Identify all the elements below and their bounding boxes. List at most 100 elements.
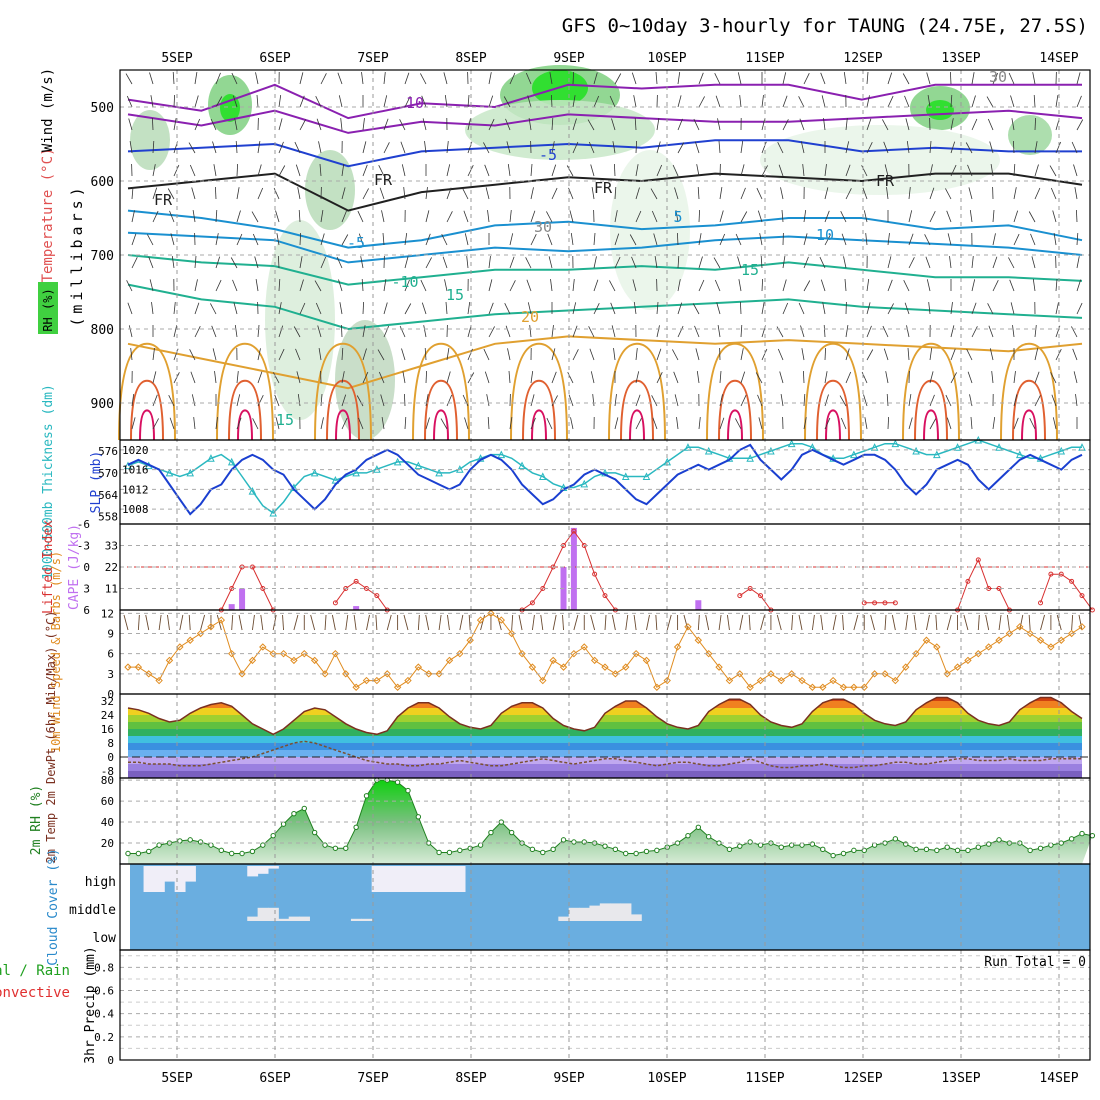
wind-barb <box>546 417 553 430</box>
y-axis-title: 10m Wind Speed & Barbs (m/s) <box>49 551 63 753</box>
wind-barb <box>887 256 892 269</box>
wind-speed-point <box>684 623 692 631</box>
wind-barb <box>444 279 448 292</box>
wind-barb <box>656 372 663 384</box>
rh-point <box>944 844 950 850</box>
lifted-index-point <box>571 528 577 534</box>
wind-speed-point <box>756 676 765 685</box>
wind-barb <box>971 326 978 338</box>
wind-barb <box>341 164 345 177</box>
wind-barb <box>188 142 196 154</box>
rh-contour-fill <box>610 150 690 310</box>
temperature-contour <box>130 379 164 441</box>
bottom-x-tick-label: 9SEP <box>553 1071 584 1086</box>
wind-barb <box>929 418 937 430</box>
wind-barb <box>761 141 767 154</box>
thickness-point <box>186 468 195 477</box>
wind-barb <box>235 140 238 154</box>
y-axis-title: 2m Temp 2m DewPt (6hr Min/Max) (°C) <box>44 611 58 864</box>
wind-barb <box>966 349 973 361</box>
wind-barb <box>276 233 280 246</box>
wind-barb <box>1076 302 1083 315</box>
wind-speed-point <box>373 676 381 685</box>
wind-barb <box>1050 187 1057 200</box>
surface-wind-barb <box>293 614 299 631</box>
contour-label: 10 <box>816 226 834 244</box>
temperature-contour <box>522 379 556 441</box>
middle-cloud-bar <box>278 918 290 921</box>
wind-barb <box>735 418 742 430</box>
wind-barb <box>1034 141 1038 154</box>
wind-barb <box>819 256 826 269</box>
wind-barb <box>378 371 385 384</box>
y-tick-label: 500 <box>91 101 114 116</box>
wind-barb <box>1055 349 1062 361</box>
wind-barb <box>908 257 915 269</box>
wind-barb <box>587 119 595 131</box>
wind-barb <box>635 371 640 384</box>
y-axis-title-right: CAPE (J/kg) <box>67 524 82 610</box>
wind-barb <box>656 325 660 338</box>
wind-barb <box>782 72 787 85</box>
wind-barb <box>278 325 284 338</box>
y-axis-title: Cloud Cover (%) <box>46 848 61 965</box>
lifted-index-point <box>975 557 981 563</box>
surface-wind-barb <box>798 614 803 631</box>
wind-barb <box>803 370 805 384</box>
wind-barb <box>215 209 218 223</box>
y-axis-title: 2m RH (%) <box>29 785 44 855</box>
wind-barb <box>299 119 306 131</box>
rh-point <box>301 805 307 812</box>
wind-speed-point <box>673 643 682 651</box>
wind-barb <box>866 95 870 108</box>
wind-barb <box>568 394 574 407</box>
y-tick-label: 9 <box>107 628 114 641</box>
middle-cloud-bar <box>620 903 632 921</box>
high-cloud-bar <box>423 866 435 892</box>
middle-cloud-bar <box>257 907 269 921</box>
wind-barb <box>1012 325 1015 338</box>
y-tick-label-left: 570 <box>98 467 118 480</box>
wind-barb <box>737 256 742 269</box>
wind-barb <box>1034 164 1039 177</box>
wind-speed-point <box>964 656 972 665</box>
wind-barb <box>990 164 994 177</box>
y-tick-label: 80 <box>101 774 114 787</box>
wind-speed-point <box>881 670 889 678</box>
wind-barb <box>464 233 469 246</box>
rh-point <box>177 838 183 844</box>
wind-barb <box>839 395 847 407</box>
top-x-tick-label: 5SEP <box>161 51 192 66</box>
wind-speed-point <box>611 670 620 678</box>
wind-speed-point <box>227 649 236 658</box>
wind-speed-point <box>839 683 848 691</box>
wind-barb <box>866 325 872 338</box>
rh-point <box>674 840 681 846</box>
wind-barb <box>484 164 490 177</box>
wind-barb <box>257 371 263 384</box>
wind-barb <box>694 325 700 338</box>
surface-wind-barb <box>718 614 722 631</box>
wind-barb <box>488 95 494 108</box>
wind-barb <box>822 302 826 315</box>
surface-wind-barb <box>891 614 896 631</box>
y-axis-title-right: SLP (mb) <box>89 451 104 514</box>
temperature-line <box>127 696 1083 736</box>
wind-barb <box>1034 371 1040 384</box>
wind-barb <box>970 416 973 430</box>
wind-barb <box>127 302 133 315</box>
wind-barb <box>252 233 259 246</box>
wind-barb <box>761 118 766 131</box>
wind-barb <box>635 394 641 407</box>
lifted-index-line <box>1040 573 1093 611</box>
wind-speed-point <box>165 656 174 665</box>
wind-barb <box>928 302 931 315</box>
wind-barb <box>278 348 285 361</box>
wind-barb <box>677 118 683 131</box>
thickness-point <box>248 487 257 495</box>
top-x-tick-label: 7SEP <box>357 51 388 66</box>
wind-barb <box>782 302 789 315</box>
rh-point <box>291 810 297 817</box>
wind-barb <box>946 210 952 223</box>
y-tick-label: 6 <box>107 648 114 661</box>
